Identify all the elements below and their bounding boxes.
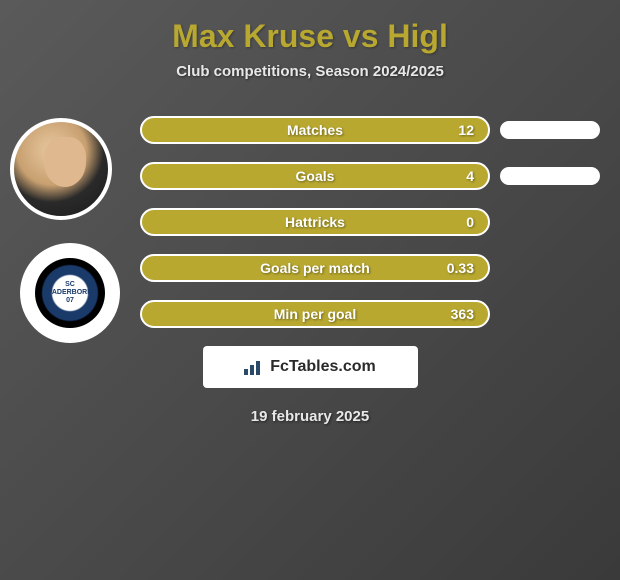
subtitle: Club competitions, Season 2024/2025 — [0, 63, 620, 98]
brand-badge[interactable]: FcTables.com — [203, 346, 418, 388]
stat-value: 4 — [466, 168, 474, 184]
club-logo-text: SCPADERBORN07 — [48, 281, 93, 304]
stat-bar-left: Matches 12 — [140, 116, 490, 144]
stat-row: Matches 12 — [140, 116, 600, 144]
brand-text: FcTables.com — [270, 358, 376, 376]
stat-bar-right — [500, 121, 600, 139]
stat-row: Min per goal 363 — [140, 300, 600, 328]
stat-bar-right — [500, 167, 600, 185]
stat-row: Goals per match 0.33 — [140, 254, 600, 282]
stat-value: 363 — [451, 306, 474, 322]
stat-label: Hattricks — [285, 214, 345, 230]
stat-label: Min per goal — [274, 306, 356, 322]
stat-label: Goals — [296, 168, 335, 184]
stats-list: Matches 12 Goals 4 Hattricks 0 — [140, 98, 600, 328]
player2-avatar: SCPADERBORN07 — [20, 243, 120, 343]
player1-avatar — [10, 118, 112, 220]
page-title: Max Kruse vs Higl — [0, 0, 620, 63]
stat-bar-left: Min per goal 363 — [140, 300, 490, 328]
stat-value: 0 — [466, 214, 474, 230]
comparison-widget: Max Kruse vs Higl Club competitions, Sea… — [0, 0, 620, 425]
stat-label: Goals per match — [260, 260, 370, 276]
chart-icon — [244, 359, 264, 375]
date-text: 19 february 2025 — [0, 408, 620, 425]
stat-row: Goals 4 — [140, 162, 600, 190]
club-logo: SCPADERBORN07 — [35, 258, 105, 328]
stat-bar-left: Goals per match 0.33 — [140, 254, 490, 282]
stat-row: Hattricks 0 — [140, 208, 600, 236]
stat-bar-left: Hattricks 0 — [140, 208, 490, 236]
content-area: SCPADERBORN07 Matches 12 Goals 4 — [0, 98, 620, 425]
stat-value: 0.33 — [447, 260, 474, 276]
stat-bar-left: Goals 4 — [140, 162, 490, 190]
stat-label: Matches — [287, 122, 343, 138]
stat-value: 12 — [458, 122, 474, 138]
